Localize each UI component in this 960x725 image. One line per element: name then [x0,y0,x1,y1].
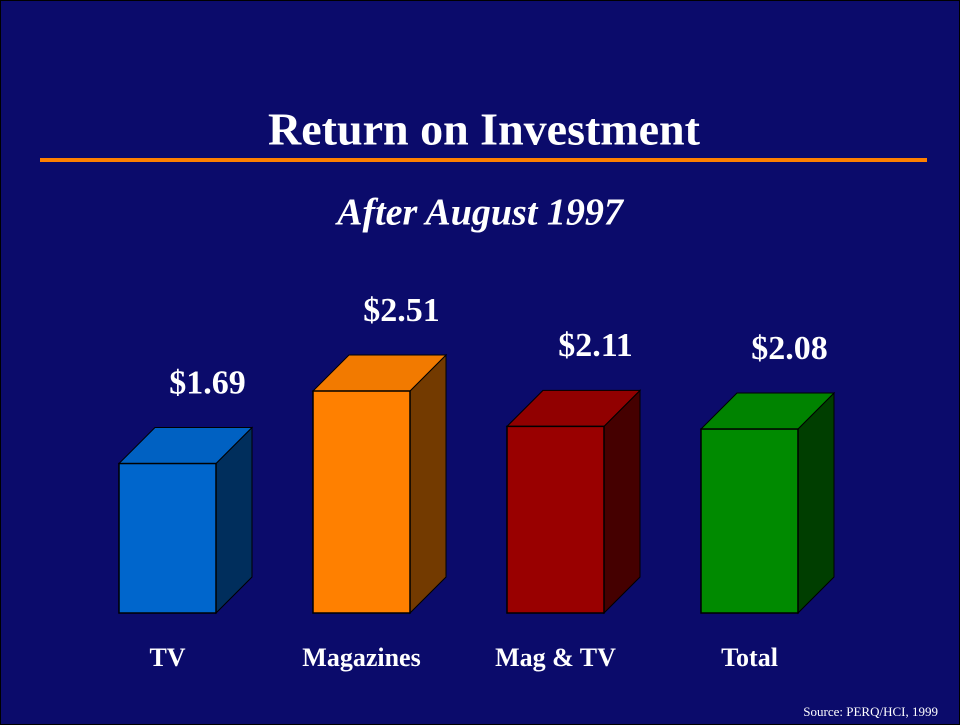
value-label: $2.11 [558,327,633,364]
bar-side [409,353,447,615]
value-label: $2.08 [751,330,828,367]
bar [117,426,254,615]
bar-front [700,428,799,614]
slide-title: Return on Investment [268,104,701,155]
bar [699,391,836,615]
subtitle: After August 1997 [335,192,625,234]
source-note: Source: PERQ/HCI, 1999 [803,704,938,719]
value-label: $1.69 [169,364,246,401]
title-rule [40,158,927,162]
bar-front [506,425,605,614]
category-label: Total [721,643,778,672]
category-label: Magazines [302,643,420,672]
bar [311,353,448,615]
category-label: Mag & TV [495,643,616,672]
value-label: $2.51 [363,292,440,329]
bar-side [603,389,641,615]
bar-front [118,462,217,614]
bar-side [797,391,835,615]
category-label: TV [149,643,185,672]
bar-front [312,390,411,614]
bar [505,389,642,615]
